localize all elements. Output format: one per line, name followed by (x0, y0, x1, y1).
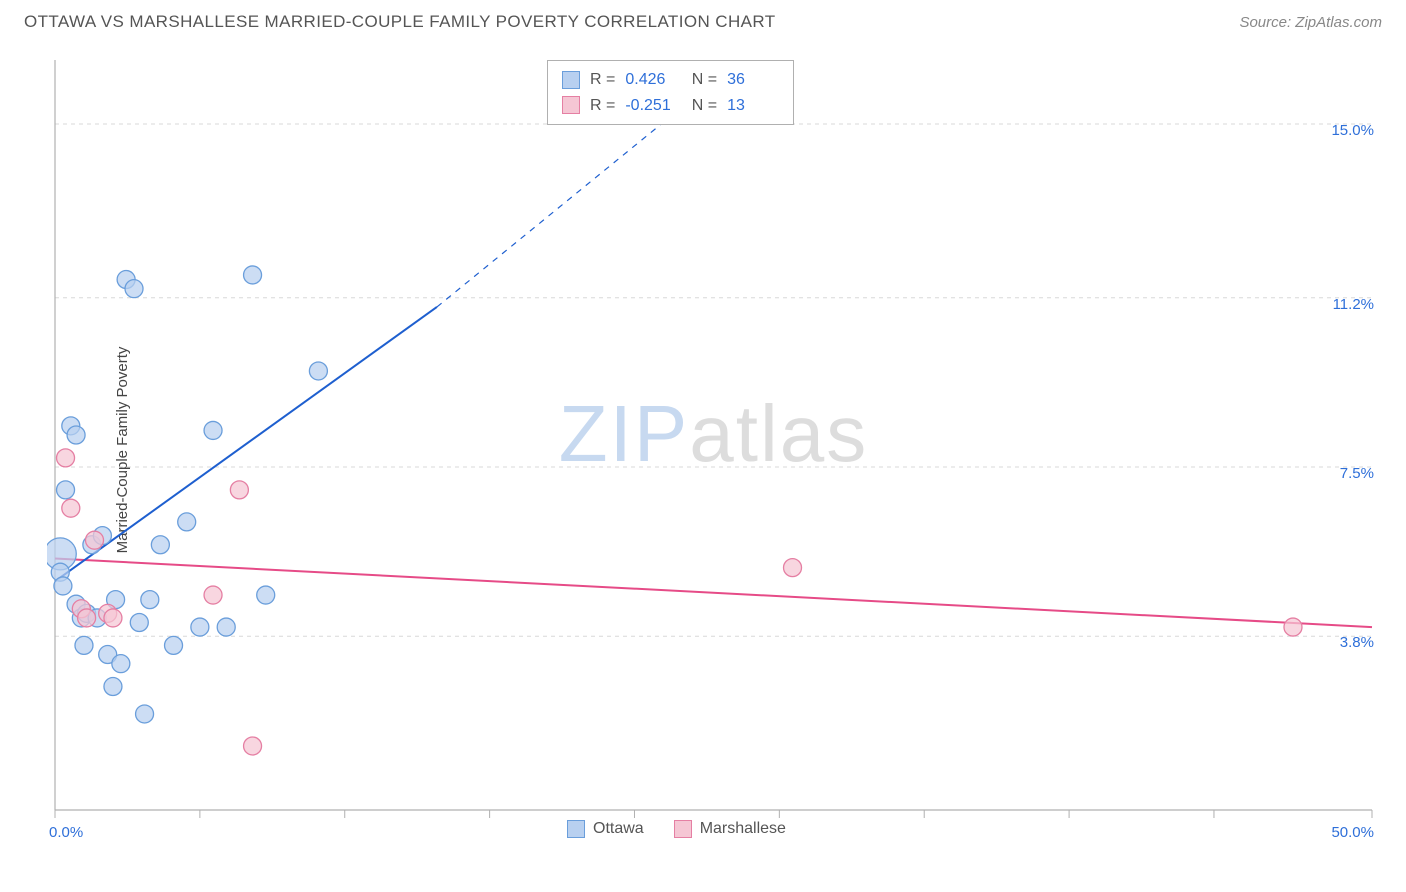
legend-label: Ottawa (593, 820, 644, 838)
correlation-stats-box: R = 0.426 N = 36 R = -0.251 N = 13 (547, 60, 794, 125)
n-label: N = (687, 67, 717, 93)
x-min-label: 0.0% (49, 824, 83, 841)
y-tick-label: 3.8% (1340, 634, 1374, 651)
n-label: N = (687, 93, 717, 119)
x-max-label: 50.0% (1331, 824, 1374, 841)
legend-label: Marshallese (700, 820, 786, 838)
source-attribution: Source: ZipAtlas.com (1239, 14, 1382, 31)
n-value: 36 (727, 67, 779, 93)
series-swatch (562, 71, 580, 89)
stats-row: R = -0.251 N = 13 (562, 93, 779, 119)
r-value: -0.251 (625, 93, 677, 119)
y-tick-label: 7.5% (1340, 465, 1374, 482)
chart-title: OTTAWA VS MARSHALLESE MARRIED-COUPLE FAM… (24, 12, 776, 32)
r-label: R = (590, 67, 615, 93)
legend-swatch (567, 820, 585, 838)
stats-row: R = 0.426 N = 36 (562, 67, 779, 93)
y-tick-label: 11.2% (1333, 296, 1374, 313)
legend-swatch (674, 820, 692, 838)
n-value: 13 (727, 93, 779, 119)
series-swatch (562, 96, 580, 114)
scatter-plot (47, 54, 1380, 846)
legend-item: Marshallese (674, 820, 786, 838)
r-value: 0.426 (625, 67, 677, 93)
y-tick-label: 15.0% (1331, 122, 1374, 139)
legend: Ottawa Marshallese (567, 820, 786, 838)
r-label: R = (590, 93, 615, 119)
chart-container: Married-Couple Family Poverty ZIPatlas R… (47, 54, 1380, 846)
legend-item: Ottawa (567, 820, 644, 838)
